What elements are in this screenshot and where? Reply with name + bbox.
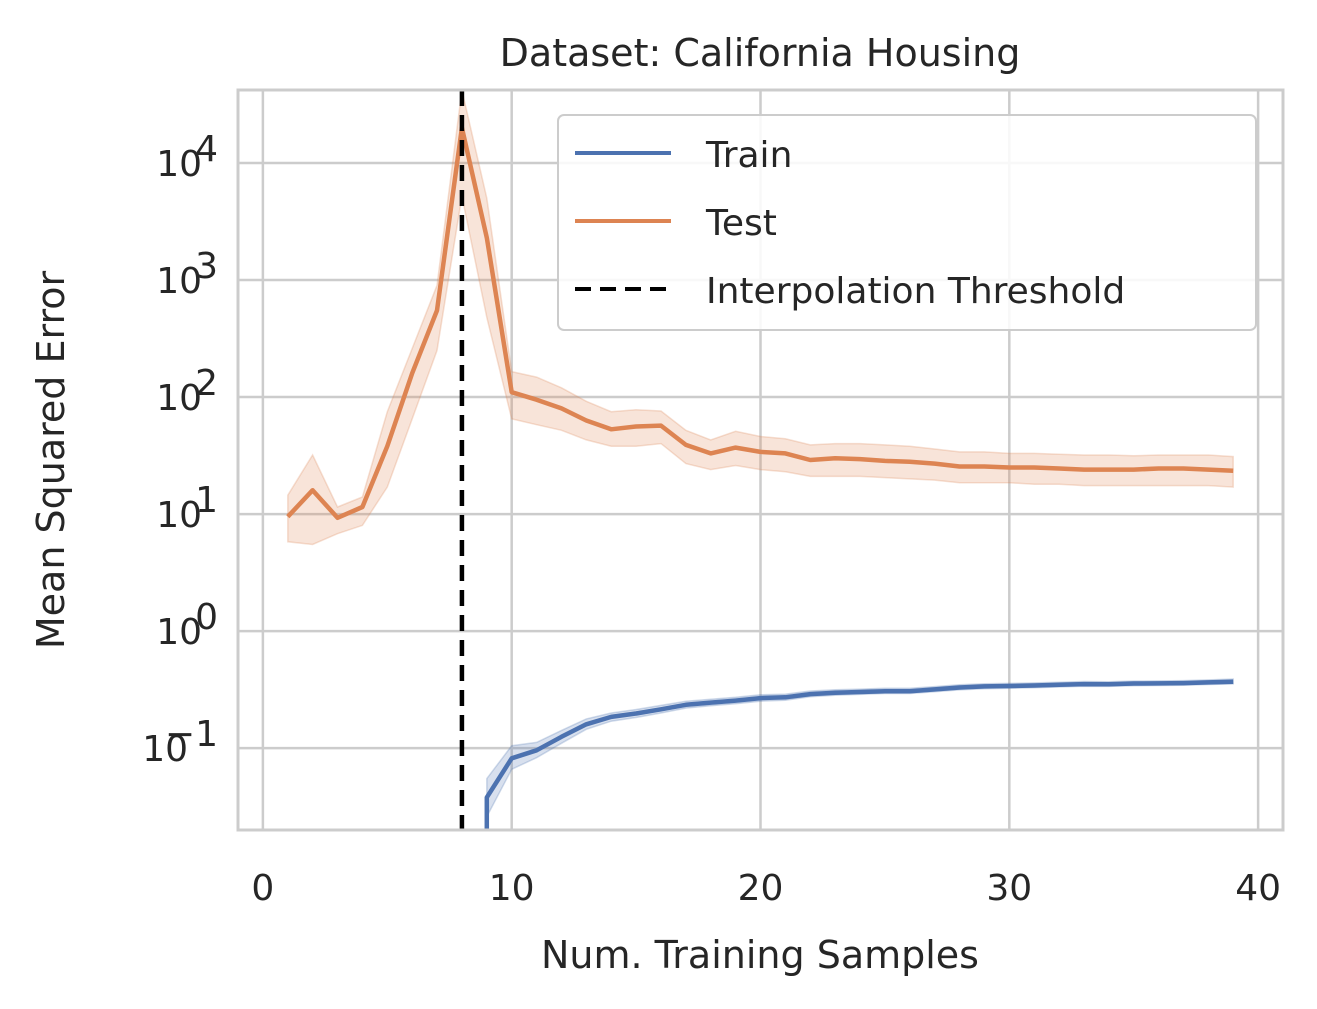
x-tick-label: 40	[1235, 868, 1281, 909]
y-tick-label: 210	[156, 363, 218, 419]
line-test	[286, 125, 1234, 521]
legend: Train Test Interpolation Threshold	[557, 114, 1257, 331]
line-train	[484, 679, 1234, 830]
y-tick-base: 10	[156, 378, 202, 419]
chart-title: Dataset: California Housing	[500, 31, 1021, 75]
y-tick-base: 10	[156, 612, 202, 653]
y-tick-exponent: 2	[195, 363, 218, 404]
series-lines	[286, 125, 1234, 830]
y-tick-base: 10	[156, 495, 202, 536]
legend-box	[557, 114, 1257, 331]
x-tick-label: 20	[738, 868, 784, 909]
x-axis-label: Num. Training Samples	[541, 933, 979, 977]
y-tick-label: 310	[156, 246, 218, 302]
x-tick-label: 10	[489, 868, 535, 909]
y-tick-label: −110	[142, 714, 218, 770]
legend-label-interpolation-threshold: Interpolation Threshold	[706, 271, 1125, 312]
y-tick-exponent: −1	[165, 714, 218, 755]
y-tick-label: 110	[156, 480, 218, 536]
y-tick-exponent: 0	[195, 597, 218, 638]
band-train	[486, 678, 1234, 830]
y-axis-label: Mean Squared Error	[29, 271, 73, 650]
y-tick-label: 010	[156, 597, 218, 653]
legend-label-train: Train	[705, 135, 792, 176]
y-tick-exponent: 1	[195, 480, 218, 521]
y-tick-base: 10	[156, 144, 202, 185]
y-tick-exponent: 4	[195, 129, 218, 170]
plot-frame	[236, 88, 1285, 832]
y-tick-exponent: 3	[195, 246, 218, 287]
x-tick-label: 30	[986, 868, 1032, 909]
y-tick-base: 10	[142, 729, 188, 770]
y-tick-base: 10	[156, 261, 202, 302]
x-tick-label: 0	[251, 868, 274, 909]
y-tick-label: 410	[156, 129, 218, 185]
x-tick-labels: 0 10 20 30 40	[251, 868, 1281, 909]
legend-label-test: Test	[705, 203, 777, 244]
